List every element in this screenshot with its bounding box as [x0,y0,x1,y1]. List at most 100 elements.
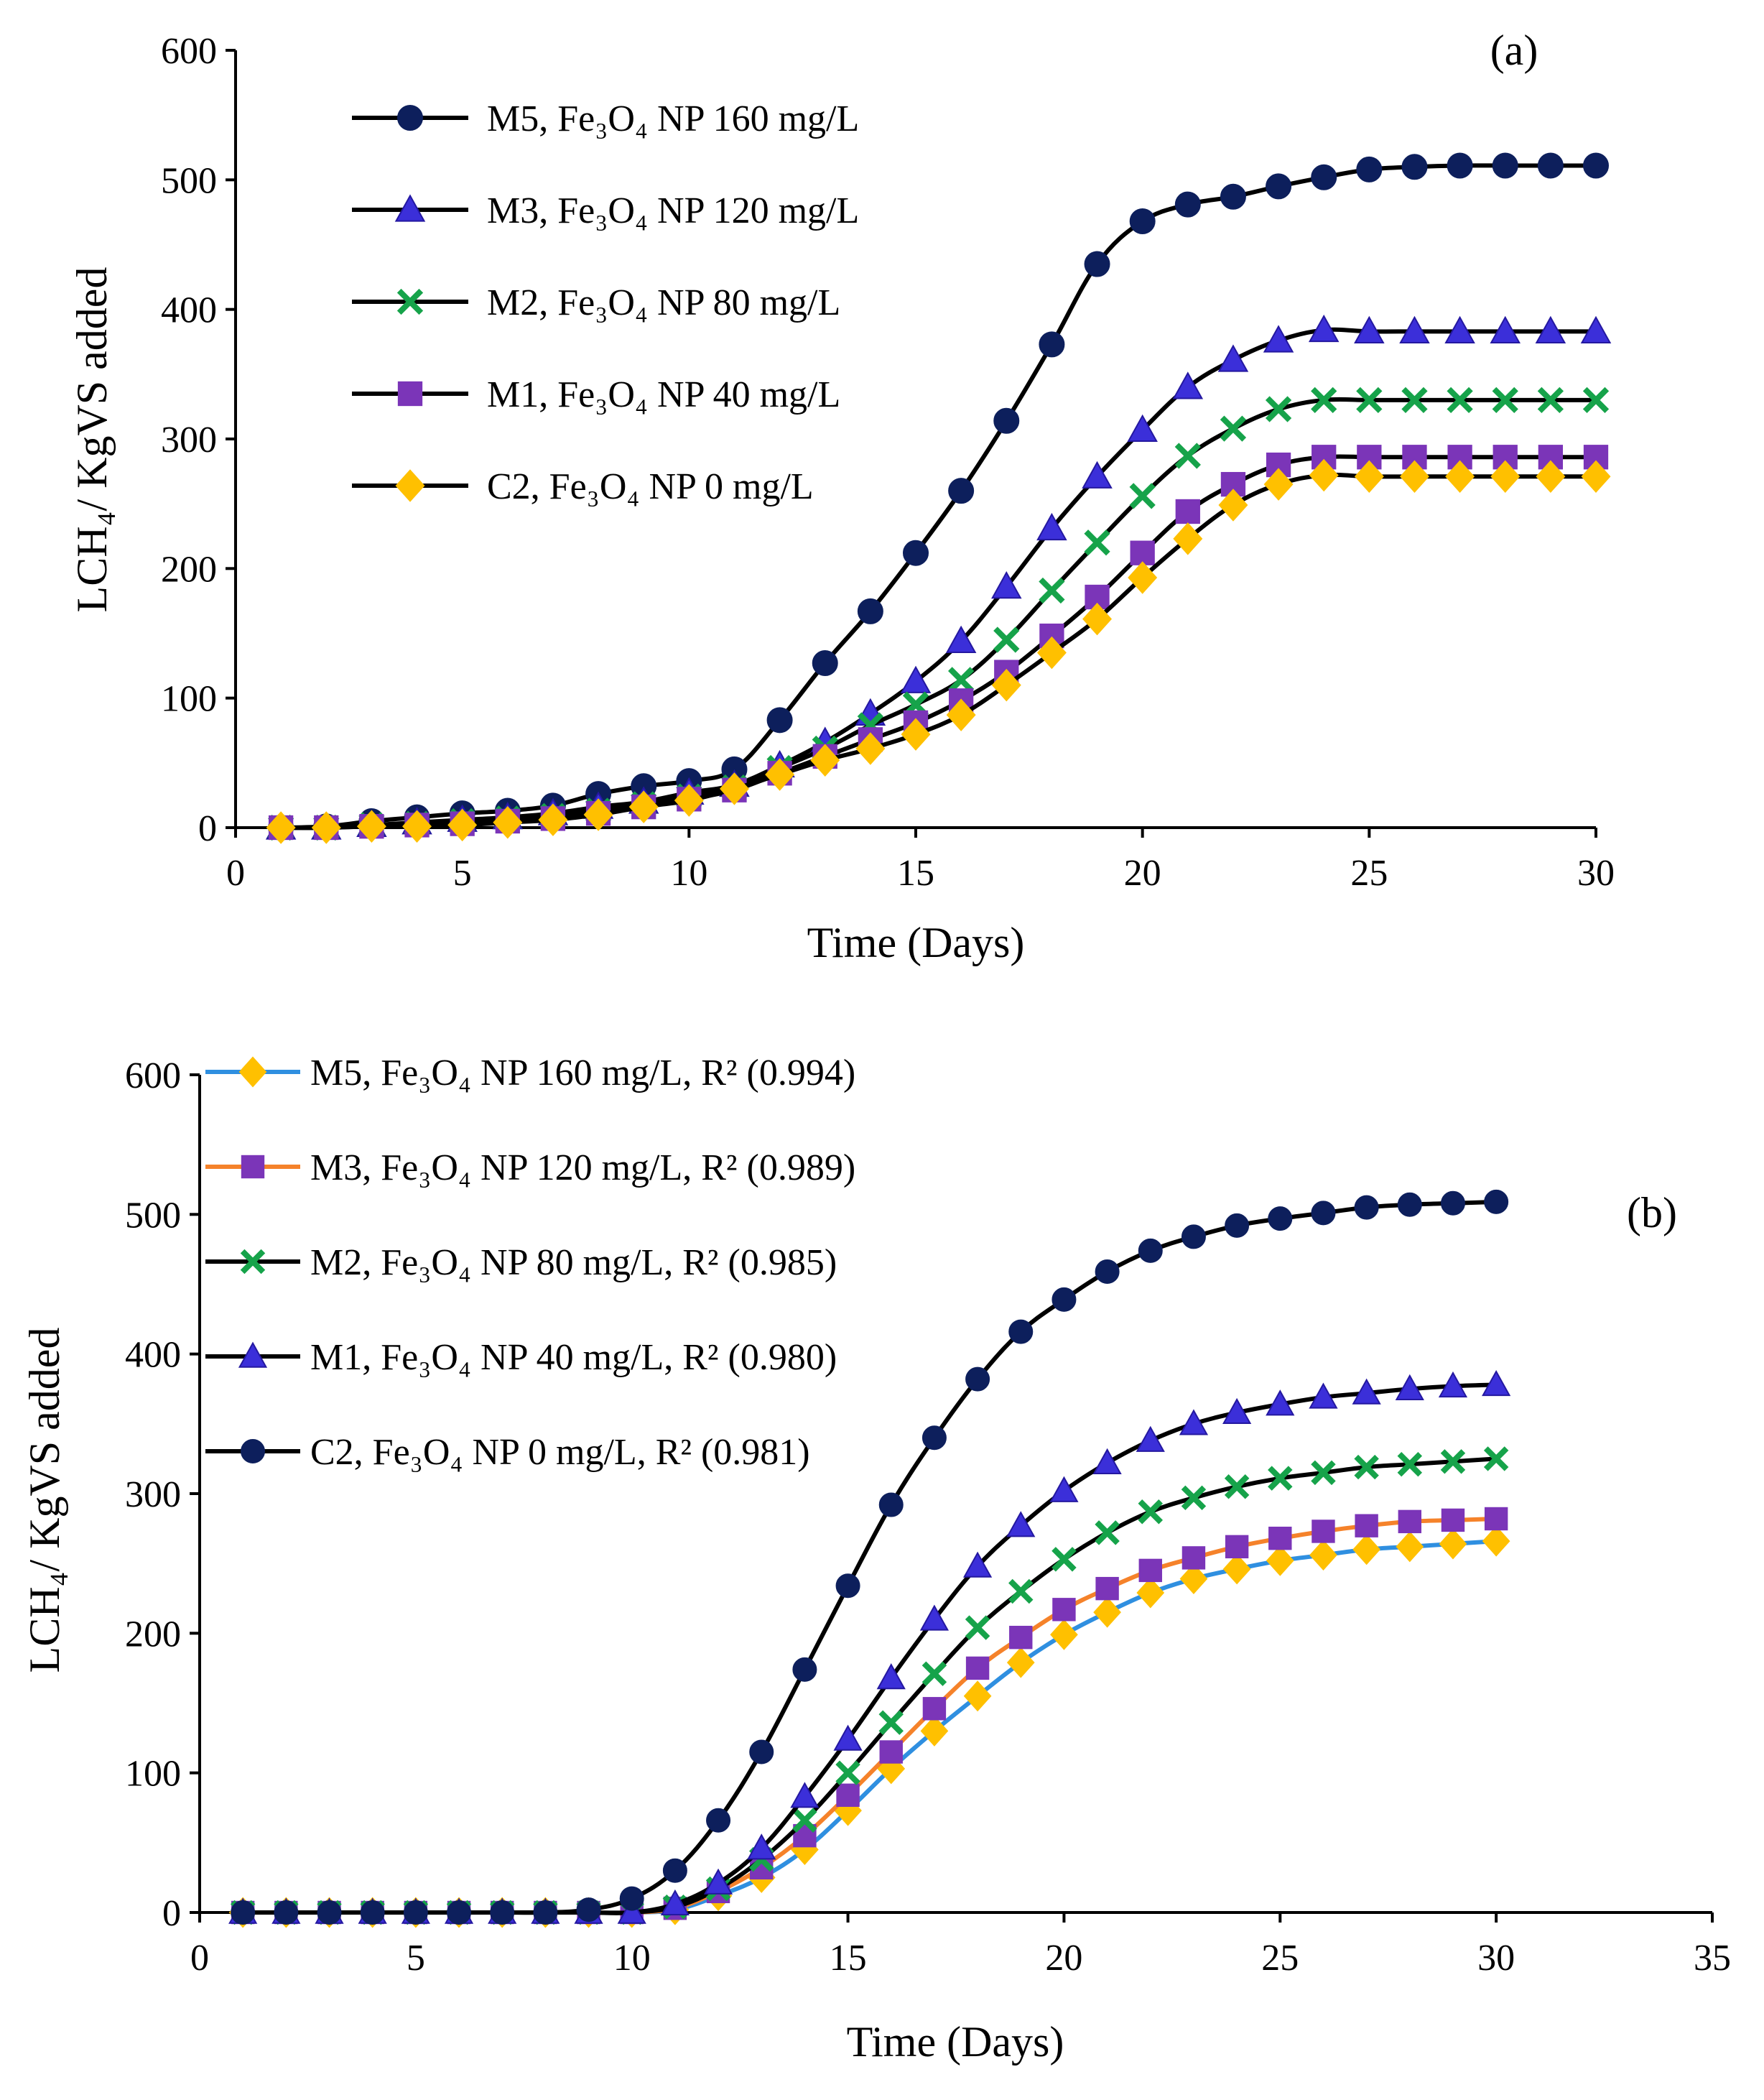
panel-a-legend: M5, Fe₃O₄ NP 160 mg/L M3, Fe₃O₄ NP 120 mg… [352,98,859,507]
legend-label: C2, Fe₃O₄ NP 0 mg/L [487,466,814,507]
series-3-point [703,1868,733,1895]
legend-marker [240,1249,266,1275]
x-tick-label: 30 [1577,853,1615,894]
series-2-point [1095,1520,1120,1545]
series-4-point [901,718,931,751]
chart-panel-a: 0 100 200 300 400 500 600 0 5 10 15 20 25 30 Time (D… [68,27,1615,966]
series-4-point [538,803,568,836]
legend-entry-3: M1, Fe₃O₄ NP 40 mg/L [352,374,840,415]
series-2-point [1397,1451,1423,1477]
series-2-point [1052,1547,1077,1572]
x-tick-label: 25 [1261,1938,1299,1979]
legend-label: M2, Fe₃O₄ NP 80 mg/L, R² (0.985) [310,1242,837,1283]
series-4-point [991,668,1021,702]
series-2-point [1174,443,1201,469]
legend-entry-0: M5, Fe₃O₄ NP 160 mg/L [352,98,859,139]
series-0-point [1129,208,1156,235]
y-tick-label: 500 [125,1195,181,1236]
series-4-point [1268,1206,1293,1231]
series-1-point [900,665,932,693]
series-1-point [1127,414,1158,443]
series-4-point [533,1900,558,1925]
series-2-point [1440,1449,1466,1474]
y-tick-label: 500 [161,160,217,201]
legend-label: M5, Fe₃O₄ NP 160 mg/L [487,98,859,139]
y-tick-label: 100 [125,1754,181,1795]
series-1-point [836,1783,860,1807]
series-0-point [903,540,929,566]
series-0-point [1136,1577,1165,1609]
series-3-point [1222,1397,1252,1425]
series-3-point [1482,1369,1511,1397]
y-tick-label: 100 [161,679,217,720]
series-4-point [946,698,976,731]
legend-marker [396,288,424,315]
series-4-point [1311,1201,1336,1226]
legend-entry-1: M3, Fe₃O₄ NP 120 mg/L, R² (0.989) [205,1147,855,1188]
series-1-point [879,1740,903,1764]
y-tick-label: 200 [125,1614,181,1655]
series-4-point [1445,460,1475,494]
series-3-point [833,1724,863,1751]
series-1-point [1354,315,1385,343]
y-tick-label: 600 [125,1055,181,1096]
series-4-point [719,772,749,805]
legend-label: C2, Fe₃O₄ NP 0 mg/L, R² (0.981) [310,1432,810,1473]
series-4-point [674,784,704,817]
series-4-point [1181,1224,1206,1249]
panel-b-x-ticks: 0 5 10 15 20 25 30 35 [190,1912,1731,1979]
legend-marker [397,105,423,131]
y-tick-label: 200 [161,549,217,590]
panel-b-legend: M5, Fe₃O₄ NP 160 mg/L, R² (0.994) M3, Fe₃… [205,1053,855,1473]
legend-entry-2: M2, Fe₃O₄ NP 80 mg/L, R² (0.985) [205,1242,837,1283]
legend-entry-2: M2, Fe₃O₄ NP 80 mg/L [352,282,840,323]
series-4-point [835,1573,860,1599]
series-2-point [1483,1446,1509,1471]
y-tick-label: 600 [161,31,217,72]
legend-entry-4: C2, Fe₃O₄ NP 0 mg/L, R² (0.981) [205,1432,810,1473]
series-2-point [1311,387,1337,414]
series-2-point [1129,483,1156,509]
legend-label: M1, Fe₃O₄ NP 40 mg/L [487,374,840,415]
series-0-point [1179,1563,1208,1595]
series-4-point [1225,1213,1250,1238]
y-tick-label: 400 [161,290,217,331]
series-3-point [747,1833,776,1860]
legend-marker [241,1155,265,1179]
series-0-point [1482,1525,1510,1557]
series-4-point [266,811,296,844]
series-2-point [1138,1499,1163,1525]
series-0-point [1039,331,1065,358]
series-0-point [1050,1619,1078,1650]
series-2-point [878,1710,904,1735]
series-3-point [876,1663,906,1690]
series-1-point [1484,1507,1508,1531]
series-4-point [1490,460,1521,494]
series-4-point [360,1900,385,1925]
series-2-point [965,1615,990,1640]
series-0-point [1174,191,1201,218]
series-2-point [1492,387,1518,414]
series-2-point [922,1661,947,1686]
series-4-point [810,744,840,777]
series-0-point [963,1680,992,1712]
series-4-point [965,1366,990,1392]
series-0-point [1266,173,1292,200]
series-1-point [1052,1598,1076,1622]
series-2-point [1008,1578,1034,1604]
panel-b-y-ticks: 0 100 200 300 400 500 600 [125,1055,200,1934]
x-tick-label: 0 [190,1938,209,1979]
legend-label: M2, Fe₃O₄ NP 80 mg/L [487,282,840,323]
series-1-point [1398,1509,1421,1534]
series-0-point [1583,152,1609,179]
series-4-point [1397,1192,1422,1217]
series-3-point [1352,1378,1381,1405]
series-4-point [662,1858,687,1883]
series-0-point [993,407,1020,434]
series-4-point [447,1900,472,1925]
series-3-point [1179,1409,1209,1435]
y-tick-label: 0 [198,808,217,849]
series-4-point [619,1886,644,1911]
panel-b-label: (b) [1627,1189,1677,1236]
